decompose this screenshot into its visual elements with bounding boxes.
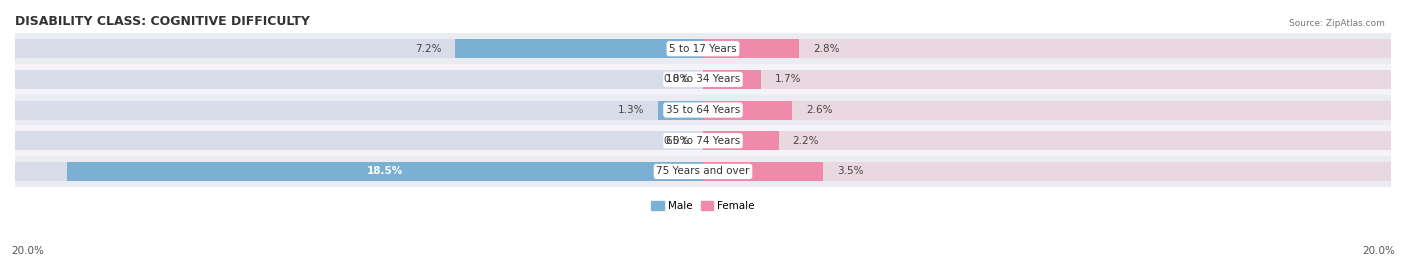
Bar [703,39,800,58]
Bar [456,39,703,58]
Bar [66,162,703,181]
Bar [703,162,1391,181]
Bar [703,131,1391,150]
Text: 18 to 34 Years: 18 to 34 Years [666,74,740,84]
Text: 2.2%: 2.2% [793,136,818,146]
Text: 0.0%: 0.0% [664,74,689,84]
Bar [658,101,703,119]
Text: 20.0%: 20.0% [11,246,44,256]
Text: 5 to 17 Years: 5 to 17 Years [669,44,737,54]
Text: 20.0%: 20.0% [1362,246,1395,256]
Text: DISABILITY CLASS: COGNITIVE DIFFICULTY: DISABILITY CLASS: COGNITIVE DIFFICULTY [15,15,309,28]
Bar [15,101,703,119]
Bar [15,39,703,58]
Text: 35 to 64 Years: 35 to 64 Years [666,105,740,115]
Text: 75 Years and over: 75 Years and over [657,167,749,176]
Text: 0.0%: 0.0% [664,136,689,146]
Text: 1.3%: 1.3% [619,105,644,115]
Bar [703,101,793,119]
Bar [15,33,1391,64]
Bar [703,39,1391,58]
Bar [703,70,1391,89]
Text: 18.5%: 18.5% [367,167,404,176]
Text: 65 to 74 Years: 65 to 74 Years [666,136,740,146]
Text: Source: ZipAtlas.com: Source: ZipAtlas.com [1289,19,1385,28]
Bar [703,162,824,181]
Bar [15,162,703,181]
Legend: Male, Female: Male, Female [647,197,759,215]
Bar [15,95,1391,125]
Text: 7.2%: 7.2% [415,44,441,54]
Text: 2.8%: 2.8% [813,44,839,54]
Bar [15,156,1391,187]
Bar [703,131,779,150]
Text: 1.7%: 1.7% [775,74,801,84]
Bar [15,125,1391,156]
Text: 2.6%: 2.6% [806,105,832,115]
Bar [703,70,762,89]
Bar [15,70,703,89]
Bar [15,64,1391,95]
Text: 3.5%: 3.5% [837,167,863,176]
Bar [703,101,1391,119]
Bar [15,131,703,150]
